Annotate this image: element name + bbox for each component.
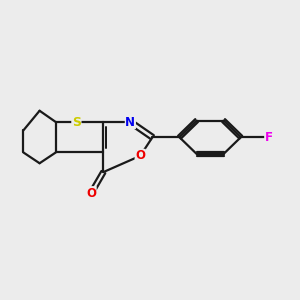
Text: F: F — [265, 131, 273, 144]
Text: O: O — [86, 187, 96, 200]
Text: O: O — [135, 149, 145, 162]
Text: N: N — [125, 116, 135, 128]
Text: S: S — [72, 116, 81, 128]
